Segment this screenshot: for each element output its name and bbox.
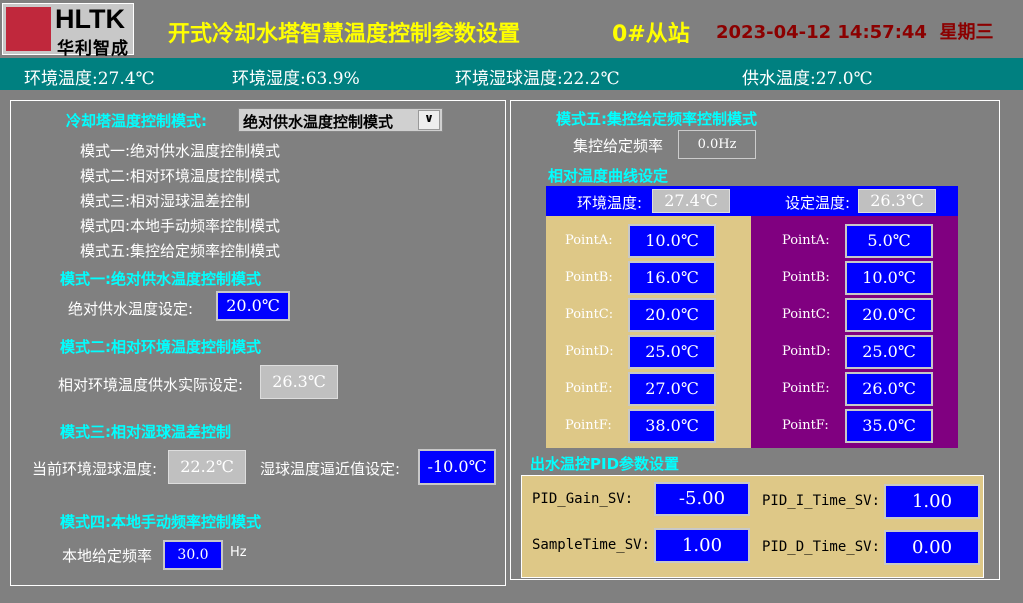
mode-item: 模式三:相对湿球温差控制 (80, 192, 251, 210)
curve-left-point-label: PointA: (565, 233, 613, 248)
logo: HLTK 华利智成 (2, 3, 134, 59)
mode3-title: 模式三:相对湿球温差控制 (60, 423, 231, 441)
mode-item: 模式一:绝对供水温度控制模式 (80, 142, 281, 160)
mode1-supply-temp-input[interactable]: 20.0℃ (216, 291, 290, 321)
mode2-title: 模式二:相对环境温度控制模式 (60, 338, 261, 356)
curve-left-point-label: PointB: (565, 270, 613, 285)
curve-left-point-input[interactable]: 10.0℃ (628, 224, 716, 258)
mode2-label: 相对环境温度供水实际设定: (58, 376, 244, 394)
curve-left-point-input[interactable]: 38.0℃ (628, 409, 716, 443)
mode3-wetbulb-value: 22.2℃ (168, 450, 246, 484)
curve-env-value: 27.4℃ (652, 189, 730, 213)
curve-right-point-label: PointB: (782, 270, 830, 285)
mode3-approach-label: 湿球温度逼近值设定: (260, 460, 401, 478)
curve-left-point-label: PointD: (565, 344, 614, 359)
curve-set-label: 设定温度: (785, 194, 851, 212)
mode5-title: 模式五:集控给定频率控制模式 (556, 110, 757, 128)
pid-itime-input[interactable]: 1.00 (884, 484, 980, 519)
mode4-title: 模式四:本地手动频率控制模式 (60, 513, 261, 531)
curve-left-point-label: PointF: (565, 418, 612, 433)
mode-item: 模式二:相对环境温度控制模式 (80, 167, 281, 185)
curve-right-point-input[interactable]: 5.0℃ (845, 224, 933, 258)
curve-right-point-input[interactable]: 20.0℃ (845, 298, 933, 332)
curve-right-point-input[interactable]: 35.0℃ (845, 409, 933, 443)
curve-left-point-input[interactable]: 20.0℃ (628, 298, 716, 332)
mode5-label: 集控给定频率 (573, 137, 664, 155)
logo-subtext: 华利智成 (57, 39, 129, 59)
pid-dtime-input[interactable]: 0.00 (884, 530, 980, 565)
left-panel (10, 100, 506, 586)
status-bar (0, 58, 1023, 90)
weekday: 星期三 (939, 22, 994, 43)
status-wet-bulb: 环境湿球温度:22.2℃ (455, 69, 620, 89)
curve-left-point-label: PointE: (565, 381, 613, 396)
curve-title: 相对温度曲线设定 (548, 167, 669, 185)
chevron-down-icon[interactable]: ∨ (418, 110, 440, 130)
curve-env-label: 环境温度: (577, 194, 643, 212)
mode4-label: 本地给定频率 (62, 547, 153, 565)
pid-itime-label: PID_I_Time_SV: (762, 493, 881, 509)
curve-left-point-input[interactable]: 16.0℃ (628, 261, 716, 295)
pid-gain-input[interactable]: -5.00 (654, 482, 750, 516)
curve-right-point-input[interactable]: 25.0℃ (845, 335, 933, 369)
curve-right-point-label: PointF: (782, 418, 829, 433)
pid-sample-input[interactable]: 1.00 (654, 528, 750, 563)
curve-set-value: 26.3℃ (858, 189, 936, 213)
status-env-humidity: 环境湿度:63.9% (232, 69, 360, 89)
mode1-label: 绝对供水温度设定: (68, 300, 194, 318)
mode3-approach-input[interactable]: -10.0℃ (418, 449, 496, 485)
mode3-wetbulb-label: 当前环境湿球温度: (32, 460, 158, 478)
mode-select-value: 绝对供水温度控制模式 (243, 113, 394, 131)
curve-right-point-label: PointD: (782, 344, 831, 359)
curve-right-point-label: PointC: (782, 307, 831, 322)
status-supply-temp: 供水温度:27.0℃ (742, 69, 873, 89)
mode-item: 模式四:本地手动频率控制模式 (80, 217, 281, 235)
mode-label: 冷却塔温度控制模式: (66, 112, 207, 130)
mode-item: 模式五:集控给定频率控制模式 (80, 242, 281, 260)
status-env-temp: 环境温度:27.4℃ (24, 69, 155, 89)
curve-left-point-label: PointC: (565, 307, 614, 322)
curve-right-point-label: PointA: (782, 233, 830, 248)
curve-left-point-input[interactable]: 25.0℃ (628, 335, 716, 369)
logo-text: HLTK (55, 4, 125, 34)
curve-right-point-input[interactable]: 26.0℃ (845, 372, 933, 406)
mode2-setpoint-value: 26.3℃ (260, 365, 338, 399)
mode4-frequency-input[interactable]: 30.0 (163, 540, 223, 570)
pid-gain-label: PID_Gain_SV: (532, 491, 634, 507)
pid-title: 出水温控PID参数设置 (530, 455, 680, 473)
date-time: 2023-04-12 14:57:44 (716, 22, 927, 43)
mode5-frequency-value: 0.0Hz (678, 130, 756, 159)
curve-left-point-input[interactable]: 27.0℃ (628, 372, 716, 406)
mode1-title: 模式一:绝对供水温度控制模式 (60, 270, 261, 288)
curve-right-point-label: PointE: (782, 381, 830, 396)
station-label: 0#从站 (612, 22, 690, 47)
mode-select[interactable]: 绝对供水温度控制模式 ∨ (238, 108, 443, 132)
right-panel (510, 100, 1000, 580)
page-title: 开式冷却水塔智慧温度控制参数设置 (168, 22, 521, 47)
pid-sample-label: SampleTime_SV: (532, 537, 651, 553)
pid-dtime-label: PID_D_Time_SV: (762, 539, 881, 555)
curve-right-point-input[interactable]: 10.0℃ (845, 261, 933, 295)
logo-mark-icon (6, 7, 51, 51)
datetime: 2023-04-12 14:57:44 星期三 (716, 18, 994, 44)
mode4-unit: Hz (230, 545, 247, 560)
